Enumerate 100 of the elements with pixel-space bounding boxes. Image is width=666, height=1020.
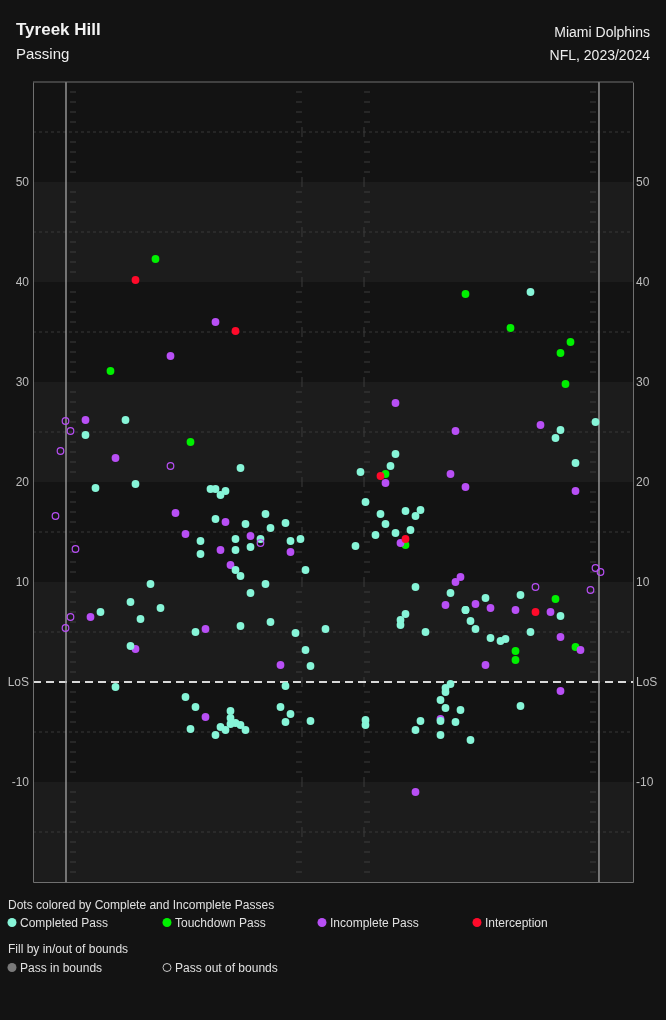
point — [531, 608, 540, 616]
legend-title: Dots colored by Complete and Incomplete Passes — [8, 898, 275, 912]
y-tick-label: -10 — [11, 775, 30, 790]
point — [561, 380, 570, 388]
point — [486, 604, 495, 612]
point — [466, 736, 475, 744]
point — [576, 646, 585, 654]
point — [171, 509, 180, 517]
point — [461, 606, 470, 614]
chart-subtitle: Passing — [16, 45, 70, 62]
point — [191, 703, 200, 711]
point — [301, 566, 310, 574]
point — [236, 572, 245, 580]
point — [281, 682, 290, 690]
point — [516, 702, 525, 710]
point — [361, 721, 370, 729]
y-tick-label: 10 — [15, 575, 30, 590]
point — [231, 535, 240, 543]
point — [376, 472, 385, 480]
y2-tick-label: 30 — [636, 375, 650, 390]
point — [211, 318, 220, 326]
point — [246, 589, 255, 597]
point — [211, 515, 220, 523]
point — [86, 613, 95, 621]
point — [401, 535, 410, 543]
point — [71, 545, 80, 553]
point — [246, 532, 255, 540]
point — [256, 539, 265, 547]
point — [451, 427, 460, 435]
y-tick-label: LoS — [7, 675, 29, 690]
point — [441, 601, 450, 609]
point — [391, 529, 400, 537]
point — [411, 788, 420, 796]
point — [556, 349, 565, 357]
point — [396, 539, 405, 547]
point — [231, 327, 240, 335]
point — [556, 633, 565, 641]
point — [596, 568, 605, 576]
point — [551, 595, 560, 603]
point — [231, 566, 240, 574]
point — [181, 530, 190, 538]
point — [81, 416, 90, 424]
point — [211, 731, 220, 739]
point — [411, 583, 420, 591]
point — [61, 417, 70, 425]
point — [126, 642, 135, 650]
point — [446, 470, 455, 478]
point — [226, 561, 235, 569]
point — [396, 621, 405, 629]
point — [436, 731, 445, 739]
point — [66, 613, 75, 621]
point — [416, 717, 425, 725]
legend-label: Incomplete Pass — [330, 916, 419, 930]
y-tick-label: 50 — [15, 175, 30, 190]
point — [261, 580, 270, 588]
point — [461, 483, 470, 491]
point — [556, 612, 565, 620]
point — [286, 710, 295, 718]
point — [586, 586, 595, 594]
legend-label: Touchdown Pass — [175, 916, 266, 930]
text: Fill by in/out of bounds — [8, 942, 129, 956]
y-tick-label: 20 — [15, 475, 30, 490]
point — [131, 276, 140, 284]
point — [51, 512, 60, 520]
point — [266, 618, 275, 626]
point — [66, 427, 75, 435]
y2-tick-label: LoS — [636, 675, 658, 690]
point — [571, 487, 580, 495]
point — [526, 628, 535, 636]
point — [546, 608, 555, 616]
point — [226, 714, 235, 722]
point — [461, 290, 470, 298]
point — [536, 421, 545, 429]
point — [471, 600, 480, 608]
point — [216, 546, 225, 554]
legend-label: Completed Pass — [20, 916, 109, 930]
y2-tick-label: 40 — [636, 275, 650, 290]
point — [306, 717, 315, 725]
point — [506, 324, 515, 332]
point — [481, 661, 490, 669]
point — [441, 704, 450, 712]
point — [151, 255, 160, 263]
point — [281, 718, 290, 726]
point — [381, 479, 390, 487]
point — [186, 438, 195, 446]
y2-tick-label: 20 — [636, 475, 650, 490]
point — [201, 713, 210, 721]
point — [446, 680, 455, 688]
chart-title: Tyreek Hill — [16, 20, 101, 39]
point — [511, 606, 520, 614]
point — [166, 352, 175, 360]
point — [451, 578, 460, 586]
point — [286, 548, 295, 556]
point — [411, 726, 420, 734]
point — [511, 656, 520, 664]
y-tick-label: 40 — [15, 275, 30, 290]
legend-label: Interception — [485, 916, 548, 930]
point — [591, 564, 600, 572]
point — [221, 726, 230, 734]
y2-tick-label: 10 — [636, 575, 650, 590]
